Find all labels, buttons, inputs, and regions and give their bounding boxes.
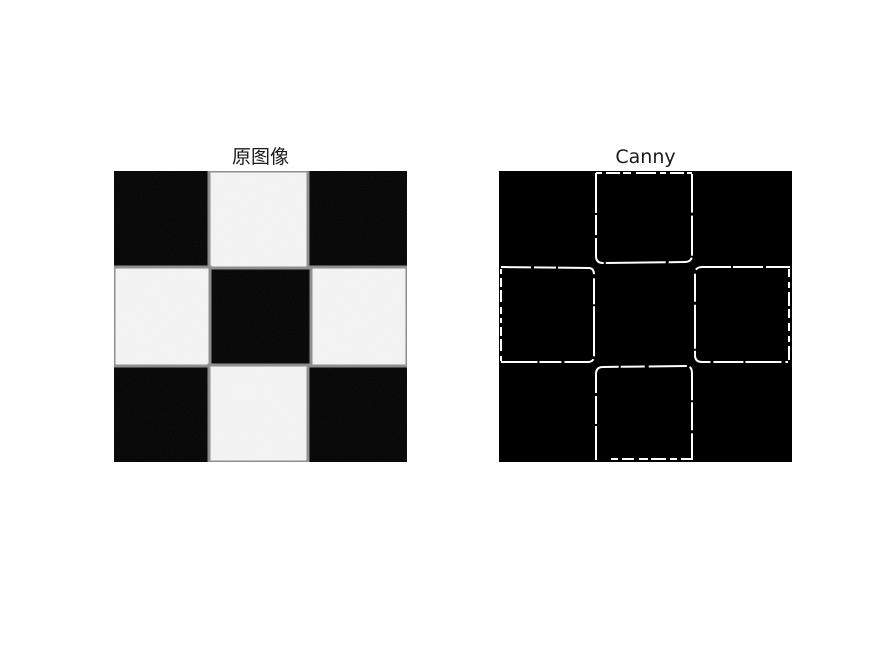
canny-background — [499, 171, 792, 462]
edge-lines — [500, 172, 790, 460]
noise-overlay — [114, 171, 407, 462]
panel-title-original: 原图像 — [231, 146, 289, 168]
panel-title-canny: Canny — [615, 146, 676, 168]
original-image-panel — [114, 171, 407, 462]
canny-image-panel — [499, 171, 792, 462]
checkerboard-image — [114, 171, 407, 462]
edge-left-cell — [500, 266, 595, 363]
edge-right-cell — [694, 266, 790, 363]
edge-bottom-cell — [595, 365, 693, 460]
canny-edge-image — [499, 171, 792, 462]
edge-top-cell — [595, 173, 693, 264]
